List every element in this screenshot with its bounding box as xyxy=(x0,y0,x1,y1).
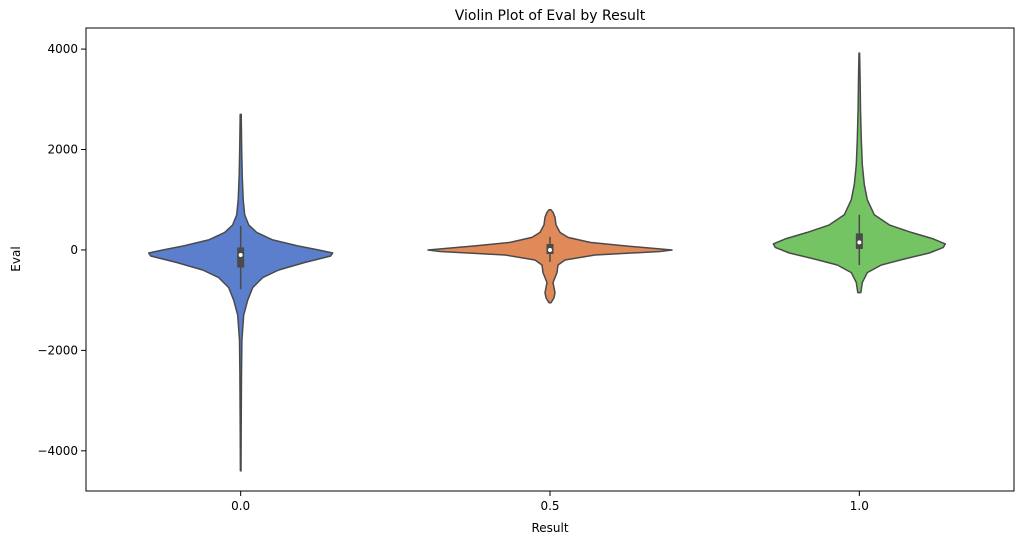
violin-0.0 xyxy=(147,113,334,472)
violin-median xyxy=(857,240,862,245)
violin-1.0 xyxy=(772,52,947,294)
violin-body xyxy=(772,52,947,294)
y-tick-label: 4000 xyxy=(47,42,78,56)
x-axis: 0.0 0.5 1.0 xyxy=(231,491,869,513)
x-tick-label: 1.0 xyxy=(850,499,869,513)
violin-iqr-box xyxy=(237,247,245,268)
y-tick-label: 0 xyxy=(70,243,78,257)
y-tick-label: −2000 xyxy=(37,343,78,357)
y-tick-label: 2000 xyxy=(47,143,78,157)
plot-area xyxy=(147,52,947,472)
violin-0.5 xyxy=(427,209,673,304)
y-axis: 4000 2000 0 −2000 −4000 xyxy=(37,42,86,458)
violin-body xyxy=(147,113,334,472)
x-tick-label: 0.0 xyxy=(231,499,250,513)
violin-median xyxy=(548,247,552,252)
y-tick-label: −4000 xyxy=(37,444,78,458)
x-axis-label: Result xyxy=(531,521,568,535)
chart-title: Violin Plot of Eval by Result xyxy=(455,8,646,24)
y-axis-label: Eval xyxy=(9,246,23,271)
violin-median xyxy=(238,252,243,257)
x-tick-label: 0.5 xyxy=(540,499,559,513)
